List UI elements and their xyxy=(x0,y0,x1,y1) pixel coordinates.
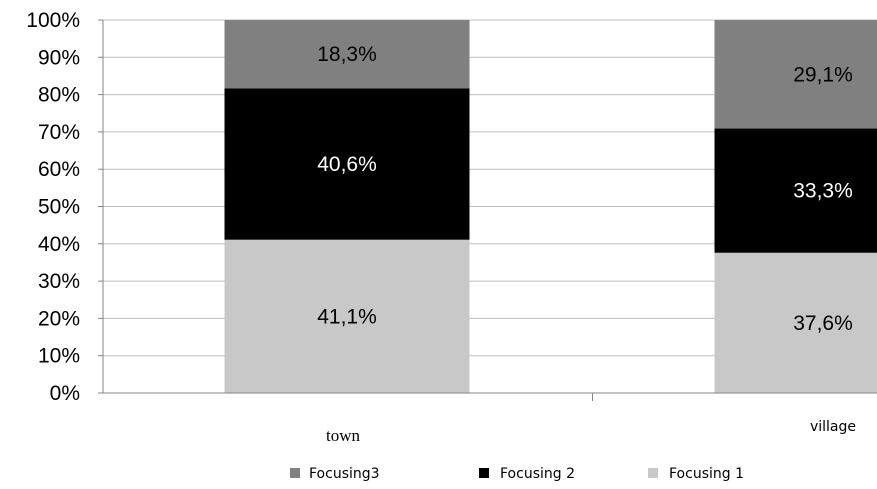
legend-label: Focusing 1 xyxy=(669,466,744,482)
x-category-label: village xyxy=(810,419,856,435)
bar-segment xyxy=(714,20,877,129)
y-tick-label: 0% xyxy=(50,382,80,405)
bar-segment xyxy=(224,88,470,240)
y-tick-label: 40% xyxy=(38,233,80,256)
x-axis-labels: town village xyxy=(326,419,856,445)
bar-segment xyxy=(224,20,470,89)
y-tick-label: 10% xyxy=(38,345,80,368)
y-tick-label: 100% xyxy=(26,9,80,32)
legend-label: Focusing 2 xyxy=(500,466,575,482)
y-tick-label: 50% xyxy=(38,196,80,219)
y-tick-label: 60% xyxy=(38,158,80,181)
legend-swatch xyxy=(290,468,300,478)
bar-segment xyxy=(714,252,877,393)
data-label: 41,1% xyxy=(317,305,377,328)
legend-swatch xyxy=(648,468,658,478)
y-tick-label: 70% xyxy=(38,121,80,144)
legend-label: Focusing3 xyxy=(309,466,380,482)
data-label: 40,6% xyxy=(317,153,377,176)
data-label: 33,3% xyxy=(793,180,853,203)
x-category-label: town xyxy=(326,426,361,445)
bar-segment xyxy=(714,128,877,253)
data-label: 37,6% xyxy=(793,312,853,335)
y-tick-label: 90% xyxy=(38,46,80,69)
y-tick-label: 80% xyxy=(38,84,80,107)
data-label: 29,1% xyxy=(793,63,853,86)
legend: Focusing3 Focusing 2 Focusing 1 xyxy=(290,466,744,482)
data-label: 18,3% xyxy=(317,43,377,66)
y-tick-label: 30% xyxy=(38,270,80,293)
y-axis-ticks: 0% 10% 20% 30% 40% 50% 60% 70% 80% 90% 100% xyxy=(26,9,80,405)
bars: 41,1% 40,6% 18,3% 37,6% 33,3% 29,1% xyxy=(224,20,877,393)
y-tick-label: 20% xyxy=(38,307,80,330)
legend-swatch xyxy=(479,468,489,478)
axes xyxy=(98,19,877,401)
bar-segment xyxy=(224,239,470,393)
